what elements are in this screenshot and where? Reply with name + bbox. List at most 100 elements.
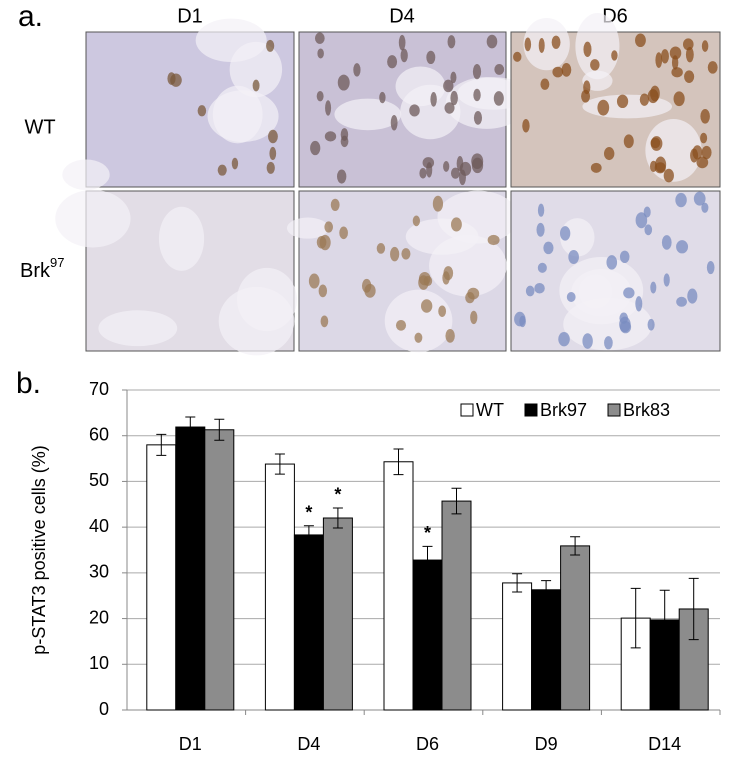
nucleus bbox=[217, 164, 227, 176]
nucleus bbox=[684, 70, 695, 83]
nucleus bbox=[583, 41, 592, 57]
nucleus bbox=[450, 71, 457, 84]
tissue-space bbox=[286, 217, 329, 239]
nucleus bbox=[669, 46, 682, 60]
bar bbox=[264, 463, 295, 711]
y-tick-label: 50 bbox=[89, 470, 109, 490]
nucleus bbox=[616, 94, 629, 109]
nucleus bbox=[252, 79, 260, 92]
error-bar bbox=[451, 487, 462, 515]
nucleus bbox=[514, 311, 526, 327]
nucleus bbox=[701, 145, 712, 160]
nucleus bbox=[339, 226, 348, 240]
tissue-space bbox=[395, 66, 446, 107]
nucleus bbox=[682, 38, 694, 51]
nucleus bbox=[318, 284, 328, 298]
nucleus bbox=[412, 215, 420, 227]
nucleus bbox=[308, 273, 320, 289]
nucleus bbox=[419, 167, 427, 179]
nucleus bbox=[671, 67, 683, 78]
nucleus bbox=[443, 266, 454, 281]
nucleus bbox=[671, 55, 679, 70]
panel-label: a. bbox=[18, 0, 43, 33]
nucleus bbox=[590, 162, 602, 173]
nucleus bbox=[422, 157, 435, 169]
nucleus bbox=[566, 292, 576, 303]
y-tick-label: 0 bbox=[99, 699, 109, 719]
y-axis-label: p-STAT3 positive cells (%) bbox=[29, 445, 49, 654]
nucleus bbox=[676, 240, 689, 254]
nucleus bbox=[444, 102, 455, 114]
bar bbox=[441, 500, 472, 711]
tissue-space bbox=[158, 206, 205, 271]
nucleus bbox=[472, 63, 482, 80]
nucleus bbox=[696, 156, 709, 169]
error-bar bbox=[214, 418, 225, 441]
nucleus bbox=[673, 91, 685, 107]
nucleus bbox=[430, 92, 437, 107]
nucleus bbox=[690, 148, 699, 163]
nucleus bbox=[650, 85, 660, 102]
bar bbox=[502, 582, 533, 711]
y-tick-label: 70 bbox=[89, 379, 109, 399]
nucleus bbox=[336, 169, 347, 184]
nucleus bbox=[619, 316, 631, 333]
nucleus bbox=[619, 250, 630, 264]
column-label: D4 bbox=[389, 5, 415, 27]
error-bar bbox=[303, 525, 314, 545]
nucleus bbox=[432, 195, 444, 212]
bar bbox=[293, 534, 324, 711]
nucleus bbox=[325, 100, 332, 116]
row-label-text: Brk bbox=[20, 260, 51, 282]
nucleus bbox=[538, 37, 545, 53]
nucleus bbox=[450, 167, 460, 179]
nucleus bbox=[540, 78, 550, 90]
error-bar bbox=[332, 507, 343, 529]
panel-label: b. bbox=[16, 367, 41, 400]
nucleus bbox=[635, 296, 643, 312]
nucleus bbox=[654, 162, 666, 174]
error-bar bbox=[274, 453, 285, 475]
nucleus bbox=[558, 332, 570, 347]
nucleus bbox=[398, 34, 406, 51]
nucleus bbox=[513, 51, 522, 62]
nucleus bbox=[473, 111, 483, 125]
significance: * bbox=[305, 503, 312, 523]
nucleus bbox=[324, 131, 337, 142]
bar bbox=[620, 617, 651, 711]
nucleus bbox=[582, 333, 593, 349]
nucleus bbox=[471, 153, 484, 170]
nucleus bbox=[597, 99, 610, 116]
nucleus bbox=[486, 34, 498, 49]
column-label: D1 bbox=[177, 5, 203, 27]
nucleus bbox=[655, 52, 663, 68]
tissue-space bbox=[98, 310, 178, 347]
tissue-space bbox=[207, 90, 279, 143]
error-bar bbox=[156, 433, 167, 456]
nucleus bbox=[376, 243, 386, 254]
nucleus bbox=[635, 212, 648, 229]
nucleus bbox=[390, 246, 400, 262]
nucleus bbox=[390, 115, 398, 131]
nucleus bbox=[643, 206, 651, 218]
nucleus bbox=[552, 66, 564, 78]
nucleus bbox=[353, 63, 361, 77]
legend-label: Brk83 bbox=[623, 400, 670, 420]
nucleus bbox=[675, 192, 687, 208]
tissue-space bbox=[218, 286, 295, 356]
nucleus bbox=[473, 88, 481, 102]
tissue-space bbox=[437, 190, 519, 244]
nucleus bbox=[467, 287, 480, 300]
nucleus bbox=[310, 140, 321, 156]
nucleus bbox=[663, 168, 674, 183]
nucleus bbox=[443, 161, 450, 172]
nucleus bbox=[340, 128, 349, 141]
tissue-space bbox=[62, 159, 110, 190]
nucleus bbox=[660, 49, 669, 64]
nucleus bbox=[314, 32, 325, 44]
nucleus bbox=[685, 46, 694, 63]
x-tick-label: D6 bbox=[416, 734, 439, 754]
nucleus bbox=[568, 249, 579, 265]
nucleus bbox=[650, 137, 661, 149]
nucleus bbox=[590, 59, 600, 71]
